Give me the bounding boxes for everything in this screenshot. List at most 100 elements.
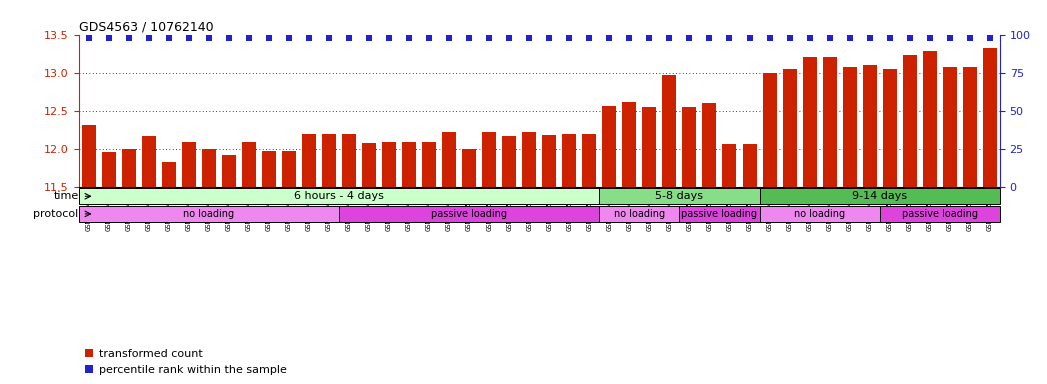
Bar [963, 68, 977, 187]
Point [541, 35, 558, 41]
Point [921, 35, 938, 41]
Bar [803, 58, 817, 187]
Point [561, 35, 578, 41]
Bar [382, 142, 396, 187]
Point [340, 35, 357, 41]
Point [401, 35, 418, 41]
Bar [562, 134, 576, 187]
Point [120, 35, 137, 41]
Point [941, 35, 958, 41]
Point [761, 35, 778, 41]
Legend: transformed count, percentile rank within the sample: transformed count, percentile rank withi… [84, 349, 287, 375]
Bar [522, 132, 536, 187]
Bar [622, 102, 637, 187]
Bar [742, 144, 757, 187]
Point [661, 35, 677, 41]
Text: no loading: no loading [614, 209, 665, 219]
Bar [663, 75, 676, 187]
Bar [942, 68, 957, 187]
Bar [599, 206, 680, 222]
Bar [482, 132, 496, 187]
Text: GDS4563 / 10762140: GDS4563 / 10762140 [79, 20, 214, 33]
Bar [161, 162, 176, 187]
Bar [883, 69, 896, 187]
Bar [643, 107, 656, 187]
Bar [903, 55, 917, 187]
Point [500, 35, 517, 41]
Text: passive loading: passive loading [682, 209, 757, 219]
Point [842, 35, 859, 41]
Bar [121, 149, 136, 187]
Bar [922, 51, 937, 187]
Point [801, 35, 818, 41]
Text: protocol: protocol [34, 209, 79, 219]
Point [281, 35, 297, 41]
Text: 5-8 days: 5-8 days [655, 191, 704, 201]
Bar [422, 142, 436, 187]
Bar [599, 188, 759, 204]
Bar [242, 142, 255, 187]
Point [901, 35, 918, 41]
Text: 9-14 days: 9-14 days [852, 191, 908, 201]
Bar [402, 142, 416, 187]
Bar [879, 206, 1000, 222]
Point [160, 35, 177, 41]
Bar [141, 136, 156, 187]
Point [180, 35, 197, 41]
Bar [321, 134, 336, 187]
Point [320, 35, 337, 41]
Text: passive loading: passive loading [901, 209, 978, 219]
Point [882, 35, 898, 41]
Point [520, 35, 537, 41]
Point [461, 35, 477, 41]
Bar [342, 134, 356, 187]
Bar [102, 152, 115, 187]
Point [581, 35, 598, 41]
Point [140, 35, 157, 41]
Bar [79, 188, 599, 204]
Bar [262, 151, 275, 187]
Point [781, 35, 798, 41]
Bar [983, 48, 997, 187]
Bar [503, 136, 516, 187]
Bar [202, 149, 216, 187]
Bar [582, 134, 597, 187]
Point [200, 35, 217, 41]
Bar [759, 188, 1000, 204]
Bar [302, 134, 316, 187]
Bar [722, 144, 736, 187]
Bar [863, 65, 876, 187]
Point [220, 35, 237, 41]
Point [701, 35, 718, 41]
Point [981, 35, 998, 41]
Bar [282, 151, 296, 187]
Point [621, 35, 638, 41]
Point [481, 35, 497, 41]
Point [101, 35, 117, 41]
Bar [602, 106, 617, 187]
Text: 6 hours - 4 days: 6 hours - 4 days [294, 191, 384, 201]
Bar [782, 69, 797, 187]
Bar [759, 206, 879, 222]
Point [300, 35, 317, 41]
Point [261, 35, 277, 41]
Point [360, 35, 377, 41]
Bar [362, 143, 376, 187]
Point [821, 35, 838, 41]
Point [721, 35, 738, 41]
Bar [680, 206, 759, 222]
Bar [683, 107, 696, 187]
Point [961, 35, 978, 41]
Text: passive loading: passive loading [431, 209, 507, 219]
Point [81, 35, 97, 41]
Bar [542, 136, 556, 187]
Bar [762, 73, 777, 187]
Bar [703, 103, 716, 187]
Point [441, 35, 458, 41]
Bar [339, 206, 599, 222]
Point [241, 35, 258, 41]
Point [741, 35, 758, 41]
Bar [462, 149, 476, 187]
Bar [823, 58, 837, 187]
Text: no loading: no loading [183, 209, 235, 219]
